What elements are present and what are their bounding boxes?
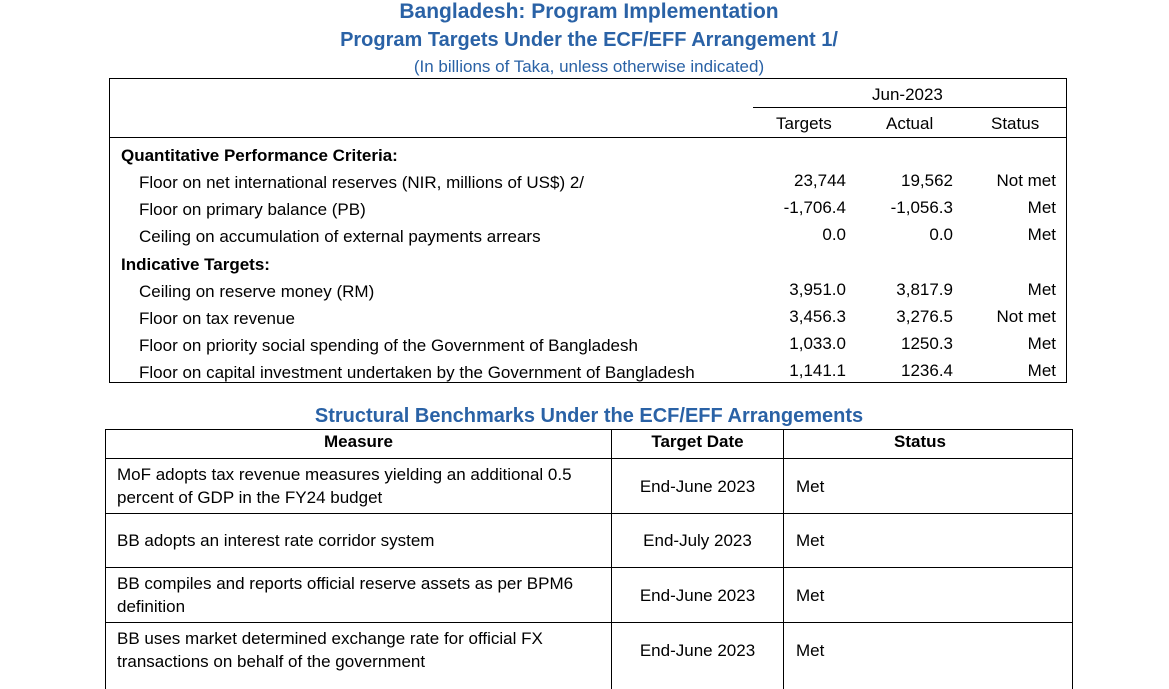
header-divider [753,107,1067,108]
section-heading-qpc: Quantitative Performance Criteria: [121,146,398,165]
row-actual: -1,056.3 [890,198,953,217]
col-measure-header: Measure [105,429,611,458]
section-heading-indicative: Indicative Targets: [121,255,270,274]
row-label: Ceiling on accumulation of external paym… [139,227,541,246]
row-target: -1,706.4 [783,198,846,217]
row-target: 1,033.0 [789,334,846,353]
status-value: Met [796,476,825,496]
row-actual: 19,562 [901,171,953,190]
row-target: 3,456.3 [789,307,846,326]
row-actual: 1236.4 [901,361,953,380]
row-status: Met [1027,334,1056,353]
program-targets-table: Jun-2023 Targets Actual Status Quantitat… [109,78,1067,383]
status-value: Met [796,641,825,660]
row-label: Floor on net international reserves (NIR… [139,173,585,192]
table-row-measure: BB compiles and reports official reserve… [105,567,611,622]
row-actual: 3,817.9 [896,280,953,299]
date-value: End-June 2023 [639,641,756,660]
row-label: Floor on tax revenue [139,309,295,328]
status-value: Met [796,585,825,605]
row-label: Floor on primary balance (PB) [139,200,366,219]
benchmarks-title: Structural Benchmarks Under the ECF/EFF … [314,405,864,427]
row-status: Met [1027,225,1056,244]
row-target: 0.0 [822,225,846,244]
row-status: Not met [996,307,1056,326]
col-date-label: Target Date [651,432,744,451]
measure-line: transactions on behalf of the government [117,652,426,671]
date-value: End-June 2023 [639,476,756,496]
col-date-header: Target Date [611,429,783,458]
row-status: Met [1027,198,1056,217]
row-target: 1,141.1 [789,361,846,380]
row-actual: 3,276.5 [896,307,953,326]
row-status: Met [1027,280,1056,299]
row-label: Ceiling on reserve money (RM) [139,282,375,301]
table-row-status: Met [783,567,1073,622]
table-row-measure: MoF adopts tax revenue measures yielding… [105,458,611,513]
structural-benchmarks-table: Measure Target Date Status MoF adopts ta… [105,429,1073,689]
measure-line: definition [117,597,186,616]
page-title: Bangladesh: Program Implementation [399,0,779,23]
row-actual: 1250.3 [901,334,953,353]
table-row-date: End-June 2023 [611,458,783,513]
table-row-status: Met [783,513,1073,567]
col-status-label: Status [894,432,946,451]
measure-line: MoF adopts tax revenue measures yielding… [117,465,572,484]
row-target: 3,951.0 [789,280,846,299]
date-value: End-June 2023 [639,585,756,605]
table-row-status: Met [783,458,1073,513]
header-bottom-rule [110,137,1067,138]
col-actual-header: Actual [886,114,934,133]
measure-line: BB uses market determined exchange rate … [117,629,543,648]
table-row-measure: BB uses market determined exchange rate … [105,622,611,689]
col-measure-label: Measure [324,432,393,451]
measure-line: BB compiles and reports official reserve… [117,574,574,593]
row-label: Floor on priority social spending of the… [139,336,638,355]
measure-line: BB adopts an interest rate corridor syst… [117,531,435,550]
period-label: Jun-2023 [872,85,943,104]
status-value: Met [796,531,825,550]
row-status: Met [1027,361,1056,380]
col-status-header: Status [991,114,1040,133]
row-label: Floor on capital investment undertaken b… [139,363,695,382]
table-row-date: End-June 2023 [611,622,783,689]
col-targets-header: Targets [776,114,832,133]
table-row-date: End-July 2023 [611,513,783,567]
table-row-measure: BB adopts an interest rate corridor syst… [105,513,611,567]
page-subtitle: Program Targets Under the ECF/EFF Arrang… [340,29,838,51]
units-note: (In billions of Taka, unless otherwise i… [413,57,765,76]
date-value: End-July 2023 [643,531,752,550]
col-status-header: Status [783,429,1073,458]
row-actual: 0.0 [929,225,953,244]
row-status: Not met [996,171,1056,190]
measure-line: percent of GDP in the FY24 budget [117,488,383,507]
table-row-status: Met [783,622,1073,689]
table-row-date: End-June 2023 [611,567,783,622]
row-target: 23,744 [794,171,846,190]
